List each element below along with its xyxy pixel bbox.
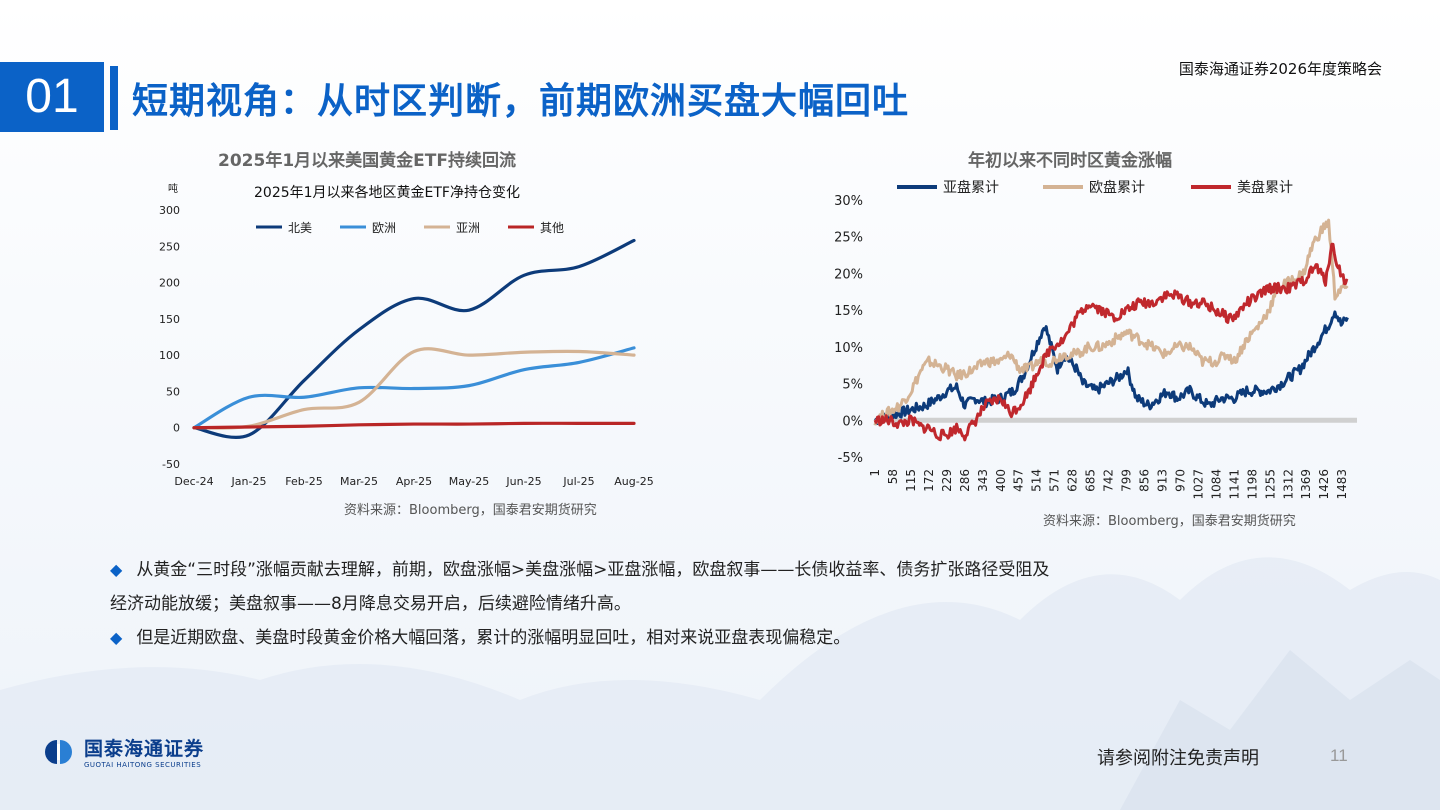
right-y-tick-label: 15% [834,304,863,319]
left-x-tick-label: May-25 [449,475,490,488]
right-x-tick-label: 1255 [1263,469,1277,500]
left-legend-label: 欧洲 [372,221,396,235]
left-x-tick-label: Jan-25 [231,475,267,488]
right-session-chart: 亚盘累计 欧盘累计 美盘累计 30% 25% 20% 15% 10% 5% 0% -5% 1 58 115… [834,179,1357,500]
left-series-line [192,346,636,430]
page-number: 11 [1330,746,1348,765]
left-x-tick-label: Aug-25 [614,475,653,488]
left-etf-chart: 吨 2025年1月以来各地区黄金ETF净持仓变化 300 250 200 150 100 50… [159,182,654,488]
left-legend-label: 其他 [540,221,564,235]
right-x-tick-label: 1084 [1209,469,1223,500]
right-y-tick-label: 5% [842,378,863,393]
header-accent-bar [110,66,118,130]
left-y-tick-label: 300 [159,204,180,217]
right-y-tick-label: 0% [842,414,863,429]
left-series-line [192,347,636,430]
right-x-tick-label: 343 [976,469,990,492]
right-x-tick-label: 115 [904,469,918,492]
right-y-tick-label: 25% [834,231,863,246]
left-x-tick-label: Apr-25 [396,475,432,488]
disclaimer-link[interactable]: 请参阅附注免责声明 [1097,748,1259,769]
right-x-tick-label: 229 [940,469,954,492]
right-x-tick-label: 1198 [1245,469,1259,500]
left-legend-label: 北美 [288,221,312,235]
right-chart-source: 资料来源：Bloomberg，国泰君安期货研究 [1043,514,1296,529]
right-x-tick-label: 172 [922,469,936,492]
right-y-tick-label: 20% [834,267,863,282]
logo-text-en: GUOTAI HAITONG SECURITIES [84,761,202,769]
right-x-tick-label: 685 [1084,469,1098,492]
right-legend-label: 亚盘累计 [943,179,999,196]
right-x-tick-label: 58 [886,469,900,484]
page-title: 短期视角：从时区判断，前期欧洲买盘大幅回吐 [132,81,910,122]
bullet-item: ◆ 但是近期欧盘、美盘时段黄金价格大幅回落，累计的涨幅明显回吐，相对来说亚盘表现偏… [110,628,851,648]
left-x-tick-label: Feb-25 [285,475,322,488]
right-x-tick-label: 1369 [1299,469,1313,500]
event-label: 国泰海通证券2026年度策略会 [1178,60,1382,78]
right-legend-label: 美盘累计 [1237,179,1293,196]
left-y-tick-label: 250 [159,240,180,253]
left-legend-label: 亚洲 [456,221,480,235]
company-logo: 国泰海通证券 GUOTAI HAITONG SECURITIES [44,734,204,769]
left-chart-outer-title: 2025年1月以来美国黄金ETF持续回流 [218,151,516,171]
logo-mark-icon [45,739,72,764]
left-inner-title: 2025年1月以来各地区黄金ETF净持仓变化 [254,184,520,201]
left-y-tick-label: 0 [173,422,180,435]
right-chart-outer-title: 年初以来不同时区黄金涨幅 [968,151,1172,171]
left-x-tick-label: Jun-25 [505,475,541,488]
right-x-tick-label: 1 [868,469,882,477]
right-y-tick-label: -5% [838,451,863,466]
left-x-tick-label: Jul-25 [562,475,594,488]
right-x-tick-label: 400 [994,469,1008,492]
diamond-bullet-icon: ◆ [110,560,123,579]
bullet-item: ◆ 从黄金“三时段”涨幅贡献去理解，前期，欧盘涨幅>美盘涨幅>亚盘涨幅，欧盘叙事—… [110,560,1050,580]
right-x-tick-label: 970 [1173,469,1187,492]
right-x-tick-label: 628 [1066,469,1080,492]
right-x-tick-label: 1141 [1227,469,1241,500]
diamond-bullet-icon: ◆ [110,628,123,647]
right-x-tick-label: 856 [1138,469,1152,492]
right-x-tick-label: 514 [1030,469,1044,492]
right-series-line [873,242,1349,442]
right-x-tick-label: 457 [1012,469,1026,492]
right-x-tick-label: 913 [1155,469,1169,492]
left-series-line [192,421,636,430]
left-y-tick-label: 100 [159,349,180,362]
right-y-tick-label: 10% [834,341,863,356]
right-x-tick-label: 1027 [1191,469,1205,500]
bullet-continuation: 经济动能放缓；美盘叙事——8月降息交易开启，后续避险情绪升高。 [110,594,631,614]
right-x-tick-label: 1312 [1281,469,1295,500]
left-y-tick-label: 200 [159,277,180,290]
left-chart-source: 资料来源：Bloomberg，国泰君安期货研究 [344,503,597,518]
right-x-tick-label: 1426 [1317,469,1331,500]
left-y-unit: 吨 [168,182,178,195]
right-legend-label: 欧盘累计 [1089,179,1145,196]
right-series-line [873,310,1349,425]
right-x-tick-label: 742 [1102,469,1116,492]
logo-text-cn: 国泰海通证券 [84,738,205,760]
left-y-tick-label: -50 [162,458,180,471]
section-number: 01 [0,62,104,132]
left-y-tick-label: 150 [159,313,180,326]
right-x-tick-label: 1483 [1335,469,1349,500]
right-x-tick-label: 571 [1048,469,1062,492]
left-series-line [192,238,636,439]
left-y-tick-label: 50 [166,385,180,398]
right-x-tick-label: 286 [958,469,972,492]
bullet-list: ◆ 从黄金“三时段”涨幅贡献去理解，前期，欧盘涨幅>美盘涨幅>亚盘涨幅，欧盘叙事—… [110,553,1360,655]
left-x-tick-label: Dec-24 [174,475,213,488]
right-x-tick-label: 799 [1120,469,1134,492]
left-x-tick-label: Mar-25 [340,475,378,488]
right-series-line [873,218,1349,426]
right-y-tick-label: 30% [834,194,863,209]
